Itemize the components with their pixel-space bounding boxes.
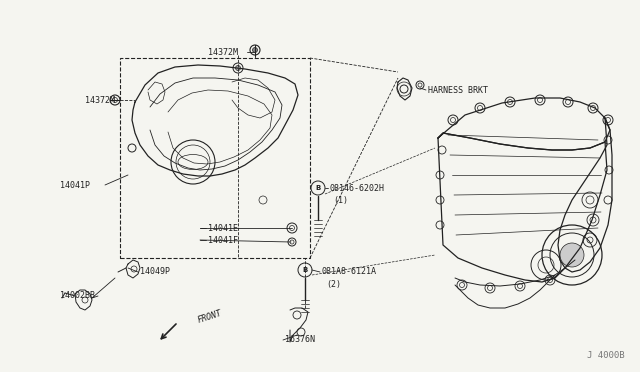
Text: 16376N: 16376N [285,336,315,344]
Text: 14041F: 14041F [208,235,238,244]
Text: (1): (1) [333,196,348,205]
Circle shape [253,48,257,52]
Text: FRONT: FRONT [196,309,223,325]
Text: 14372M: 14372M [85,96,115,105]
Text: 081A8-6121A: 081A8-6121A [322,267,377,276]
Bar [120,58,310,258]
Circle shape [236,65,241,71]
Text: HARNESS BRKT: HARNESS BRKT [428,86,488,94]
Text: 14372M: 14372M [208,48,238,57]
Text: 14049P: 14049P [140,267,170,276]
Text: 14002BB: 14002BB [60,292,95,301]
Text: 08146-6202H: 08146-6202H [330,183,385,192]
Text: B: B [316,185,321,191]
Text: B: B [302,267,308,273]
Text: 14041E: 14041E [208,224,238,232]
Text: 14041P: 14041P [60,180,90,189]
Text: J 4000B: J 4000B [588,351,625,360]
Text: (2): (2) [326,279,341,289]
Circle shape [560,243,584,267]
